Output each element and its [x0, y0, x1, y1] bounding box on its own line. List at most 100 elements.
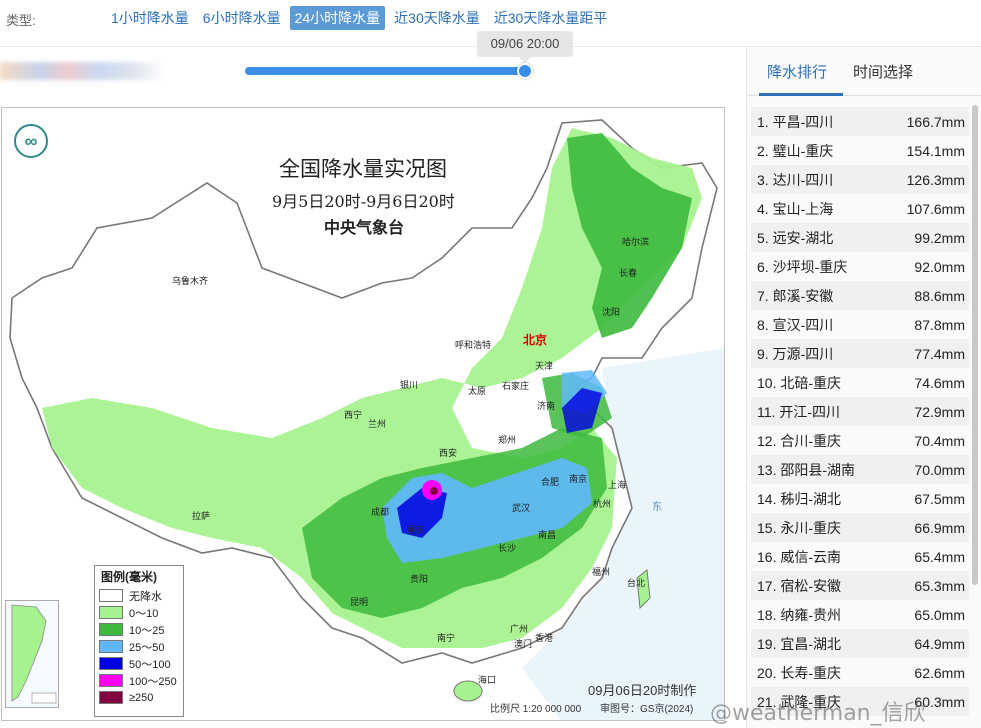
ranking-row[interactable]: 14. 秭归-湖北 67.5mm: [751, 484, 969, 513]
city-jinan: 济南: [537, 401, 556, 411]
city-hohhot: 呼和浩特: [455, 340, 492, 350]
ranking-row[interactable]: 15. 永川-重庆 66.9mm: [751, 513, 969, 542]
ranking-station-name: 20. 长寿-重庆: [757, 664, 842, 681]
legend-label: 50～100: [129, 658, 171, 671]
tab-precip-ranking[interactable]: 降水排行: [767, 64, 828, 81]
city-chongqing: 重庆: [407, 525, 426, 535]
tab-30d-anomaly[interactable]: 近30天降水量距平: [493, 10, 608, 26]
rain-over-250: [430, 487, 438, 495]
time-slider-track[interactable]: [245, 67, 527, 75]
city-guangzhou: 广州: [510, 624, 529, 634]
ranking-station-name: 15. 永川-重庆: [757, 519, 842, 536]
legend-label: 无降水: [129, 590, 162, 603]
ranking-row[interactable]: 12. 合川-重庆 70.4mm: [751, 426, 969, 455]
ranking-station-name: 16. 威信-云南: [757, 548, 842, 565]
made-note: 09月06日20时制作: [588, 683, 697, 698]
legend-swatch: [99, 657, 123, 670]
ranking-value: 65.3mm: [914, 577, 965, 594]
city-changchun: 长春: [619, 268, 638, 278]
legend-swatch: [99, 640, 123, 653]
city-beijing: 北京: [523, 333, 548, 347]
city-xining: 西宁: [344, 410, 363, 420]
legend-label: ≥250: [129, 691, 154, 704]
ranking-station-name: 14. 秭归-湖北: [757, 490, 842, 507]
city-lhasa: 拉萨: [192, 511, 211, 521]
ranking-station-name: 19. 宜昌-湖北: [757, 635, 842, 652]
map-period: 9月5日20时-9月6日20时: [272, 192, 455, 211]
tab-time-select[interactable]: 时间选择: [853, 64, 914, 81]
ranking-station-name: 17. 宿松-安徽: [757, 577, 842, 594]
legend-item-25-50: 25～50: [99, 638, 179, 655]
city-guiyang: 贵阳: [410, 574, 429, 584]
ranking-row[interactable]: 17. 宿松-安徽 65.3mm: [751, 571, 969, 600]
ranking-value: 60.3mm: [914, 693, 965, 710]
taiwan: [636, 569, 651, 610]
ranking-value: 166.7mm: [906, 113, 965, 130]
ranking-row[interactable]: 6. 沙坪坝-重庆 92.0mm: [751, 252, 969, 281]
ranking-row[interactable]: 8. 宣汉-四川 87.8mm: [751, 310, 969, 339]
city-tianjin: 天津: [535, 361, 554, 371]
ranking-value: 70.0mm: [914, 461, 965, 478]
ranking-row[interactable]: 13. 邵阳县-湖南 70.0mm: [751, 455, 969, 484]
type-tabs: 1小时降水量 6小时降水量 24小时降水量 近30天降水量 近30天降水量距平: [106, 6, 612, 30]
city-xian: 西安: [439, 448, 458, 458]
city-shijiazhuang: 石家庄: [502, 381, 530, 391]
legend-swatch: [99, 606, 123, 619]
tab-1h-precip[interactable]: 1小时降水量: [111, 10, 189, 26]
legend-label: 0～10: [129, 607, 159, 620]
hainan: [453, 680, 483, 702]
legend-title: 图例(毫米): [101, 570, 157, 584]
city-shanghai: 上海: [608, 480, 627, 490]
rain-50-100: [397, 488, 447, 538]
legend-label: 25～50: [129, 641, 165, 654]
city-lanzhou: 兰州: [368, 419, 387, 429]
city-fuzhou: 福州: [592, 567, 611, 577]
ranking-row[interactable]: 11. 开江-四川 72.9mm: [751, 397, 969, 426]
ranking-row[interactable]: 2. 璧山-重庆 154.1mm: [751, 136, 969, 165]
ranking-value: 87.8mm: [914, 316, 965, 333]
ranking-row[interactable]: 3. 达川-四川 126.3mm: [751, 165, 969, 194]
time-slider-fill: [245, 67, 527, 75]
south-china-sea-inset: [5, 600, 59, 708]
ranking-value: 72.9mm: [914, 403, 965, 420]
ranking-row[interactable]: 7. 郎溪-安徽 88.6mm: [751, 281, 969, 310]
ranking-station-name: 1. 平昌-四川: [757, 113, 834, 130]
ranking-station-name: 6. 沙坪坝-重庆: [757, 258, 848, 275]
ranking-station-name: 21. 武隆-重庆: [757, 693, 842, 710]
ranking-value: 88.6mm: [914, 287, 965, 304]
city-taiyuan: 太原: [468, 386, 487, 396]
ranking-row[interactable]: 9. 万源-四川 77.4mm: [751, 339, 969, 368]
side-panel: 降水排行 时间选择 1. 平昌-四川 166.7mm 2. 璧山-重庆 154.1mm…: [746, 47, 981, 728]
ranking-row[interactable]: 16. 威信-云南 65.4mm: [751, 542, 969, 571]
city-changsha: 长沙: [498, 543, 517, 553]
tab-24h-precip[interactable]: 24小时降水量: [289, 6, 386, 30]
legend-item-none: 无降水: [99, 587, 179, 604]
ranking-row[interactable]: 20. 长寿-重庆 62.6mm: [751, 658, 969, 687]
ranking-row[interactable]: 1. 平昌-四川 166.7mm: [751, 107, 969, 136]
ranking-station-name: 10. 北碚-重庆: [757, 374, 842, 391]
time-slider-handle[interactable]: [517, 63, 533, 79]
city-zhengzhou: 郑州: [498, 435, 517, 445]
ranking-value: 67.5mm: [914, 490, 965, 507]
tab-6h-precip[interactable]: 6小时降水量: [202, 10, 281, 26]
ranking-value: 65.0mm: [914, 606, 965, 623]
tab-30d-precip[interactable]: 近30天降水量: [394, 10, 480, 26]
ranking-station-name: 18. 纳雍-贵州: [757, 606, 842, 623]
ranking-row[interactable]: 10. 北碚-重庆 74.6mm: [751, 368, 969, 397]
rain-50-100-east: [562, 388, 602, 433]
map-scale: 比例尺 1:20 000 000: [490, 704, 582, 715]
ranking-list: 1. 平昌-四川 166.7mm 2. 璧山-重庆 154.1mm 3. 达川-四川 12…: [751, 107, 969, 716]
ranking-row[interactable]: 19. 宜昌-湖北 64.9mm: [751, 629, 969, 658]
city-nanjing: 南京: [569, 474, 588, 484]
ranking-row[interactable]: 5. 远安-湖北 99.2mm: [751, 223, 969, 252]
map-organization: 中央气象台: [324, 218, 405, 237]
ranking-row[interactable]: 18. 纳雍-贵州 65.0mm: [751, 600, 969, 629]
ranking-scrollbar[interactable]: [972, 105, 978, 585]
city-harbin: 哈尔滨: [622, 237, 650, 247]
ranking-value: 70.4mm: [914, 432, 965, 449]
ranking-row[interactable]: 4. 宝山-上海 107.6mm: [751, 194, 969, 223]
ranking-station-name: 11. 开江-四川: [757, 403, 840, 420]
ranking-row[interactable]: 21. 武隆-重庆 60.3mm: [751, 687, 969, 716]
ranking-station-name: 4. 宝山-上海: [757, 200, 834, 217]
ranking-value: 66.9mm: [914, 519, 965, 536]
